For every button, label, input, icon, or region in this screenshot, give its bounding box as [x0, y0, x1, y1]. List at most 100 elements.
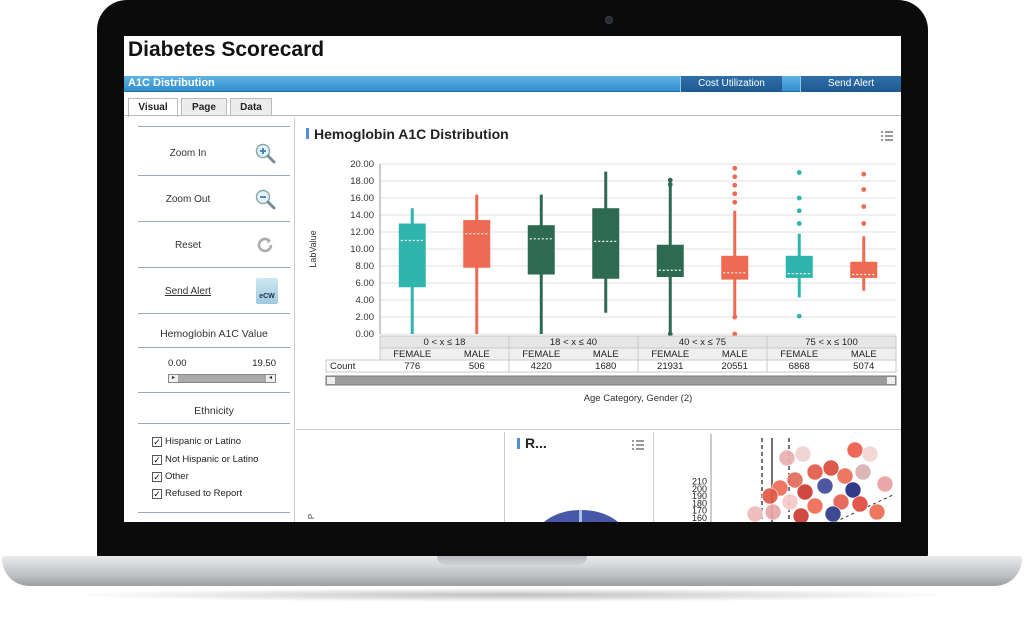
gender-label: FEMALE: [651, 349, 689, 360]
scroll-left-arrow-icon: [327, 377, 335, 384]
scatter-y-tick: 160: [692, 513, 707, 522]
gender-label: FEMALE: [393, 349, 431, 360]
box-outlier: [667, 331, 673, 337]
panel-separator: [294, 118, 295, 522]
box-outlier: [732, 199, 738, 205]
y-axis-label: LabValue: [308, 230, 318, 267]
axis-label-stub: P: [307, 513, 317, 520]
reset-label: Reset: [174, 240, 202, 251]
panel-menu-icon[interactable]: [881, 130, 893, 142]
scatter-y-tick: 190: [692, 491, 707, 501]
box-body: [398, 223, 426, 288]
hba1c-range-slider[interactable]: ▸ ◂: [168, 374, 276, 383]
divider: [138, 392, 290, 393]
scatter-y-tick: 180: [692, 498, 707, 508]
scatter-point: [836, 467, 854, 485]
box-outlier: [861, 221, 867, 226]
title-marker: [517, 438, 520, 449]
chart-scrollbar: [325, 375, 897, 386]
box-outlier: [667, 182, 673, 187]
box-body: [785, 255, 813, 278]
race-chart-panel: R...: [504, 432, 654, 522]
section-header-bar: A1C Distribution Cost Utilization Send A…: [124, 76, 901, 92]
box-outlier: [861, 187, 867, 192]
tab-data[interactable]: Data: [230, 98, 272, 116]
gender-label: MALE: [851, 349, 877, 360]
ethnicity-checkbox[interactable]: ✓ Refused to Report: [152, 488, 242, 499]
box-outlier: [732, 174, 738, 180]
scatter-point: [794, 445, 812, 463]
box-outlier: [732, 165, 738, 171]
send-alert-button[interactable]: Send Alert: [800, 76, 901, 92]
reset-row[interactable]: Reset: [138, 222, 290, 268]
scatter-point: [868, 503, 886, 521]
ethnicity-filter-title: Ethnicity: [194, 405, 234, 417]
divider: [138, 512, 290, 513]
reset-icon[interactable]: [254, 234, 276, 256]
ecw-icon[interactable]: eCW: [256, 278, 278, 304]
ethnicity-checkbox[interactable]: ✓ Other: [152, 471, 189, 482]
scatter-point: [824, 505, 842, 522]
box-body: [527, 225, 555, 275]
box-outlier: [796, 313, 802, 319]
check-icon[interactable]: ✓: [152, 472, 162, 482]
race-chart-title: R...: [525, 435, 547, 451]
scatter-point: [778, 449, 796, 467]
count-value: 6868: [789, 361, 810, 372]
gender-label: MALE: [593, 349, 619, 360]
age-group-label: 75 < x ≤ 100: [805, 337, 858, 348]
scatter-y-tick: 200: [692, 484, 707, 494]
scatter-y-tick: 210: [692, 477, 707, 487]
page-title: Diabetes Scorecard: [128, 38, 325, 61]
panel-menu-icon[interactable]: [632, 439, 644, 451]
ethnicity-checkbox[interactable]: ✓ Not Hispanic or Latino: [152, 454, 258, 465]
tab-visual[interactable]: Visual: [128, 98, 178, 117]
divider: [138, 347, 290, 348]
ethnicity-checkbox[interactable]: ✓ Hispanic or Latino: [152, 436, 241, 447]
scatter-point: [876, 475, 894, 493]
zoom-in-row[interactable]: Zoom In: [138, 130, 290, 176]
count-value: 21931: [657, 361, 683, 372]
count-value: 776: [404, 361, 420, 372]
box-body: [721, 255, 749, 280]
camera-icon: [605, 16, 613, 24]
ethnicity-option-label: Refused to Report: [165, 488, 243, 499]
box-outlier: [732, 191, 738, 197]
tab-page[interactable]: Page: [181, 98, 227, 116]
box-outlier: [732, 314, 738, 320]
count-value: 4220: [531, 361, 552, 372]
section-title: A1C Distribution: [128, 77, 215, 89]
slider-left-arrow-icon[interactable]: ▸: [169, 375, 178, 382]
y-tick-label: 6.00: [356, 278, 375, 289]
scatter-point: [796, 483, 814, 501]
scatter-panel: 160 170 180 190 200 210: [655, 432, 901, 522]
age-group-label: 18 < x ≤ 40: [550, 337, 597, 348]
zoom-in-icon[interactable]: [254, 142, 276, 164]
send-alert-link[interactable]: Send Alert: [164, 286, 212, 297]
scatter-point: [781, 493, 799, 511]
gender-label: FEMALE: [522, 349, 560, 360]
y-tick-label: 10.00: [350, 244, 374, 255]
ethnicity-option-label: Hispanic or Latino: [165, 436, 242, 447]
cost-utilization-button[interactable]: Cost Utilization: [680, 76, 782, 92]
check-icon[interactable]: ✓: [152, 455, 162, 465]
age-group-label: 0 < x ≤ 18: [424, 337, 466, 348]
scatter-point: [746, 505, 764, 522]
zoom-out-row[interactable]: Zoom Out: [138, 176, 290, 222]
app-screen: Diabetes Scorecard A1C Distribution Cost…: [124, 36, 901, 522]
title-marker: [306, 128, 309, 139]
send-alert-row[interactable]: Send Alert eCW: [138, 268, 290, 314]
check-icon[interactable]: ✓: [152, 489, 162, 499]
hba1c-filter-title: Hemoglobin A1C Value: [160, 328, 268, 340]
zoom-out-icon[interactable]: [254, 188, 276, 210]
scatter-trend-line: [834, 493, 896, 522]
count-row-label: Count: [330, 361, 356, 372]
y-tick-label: 12.00: [350, 227, 374, 238]
slider-right-arrow-icon[interactable]: ◂: [266, 375, 275, 382]
count-value: 5074: [853, 361, 874, 372]
box-outlier: [796, 221, 802, 226]
box-outlier: [861, 204, 867, 209]
check-icon[interactable]: ✓: [152, 437, 162, 447]
